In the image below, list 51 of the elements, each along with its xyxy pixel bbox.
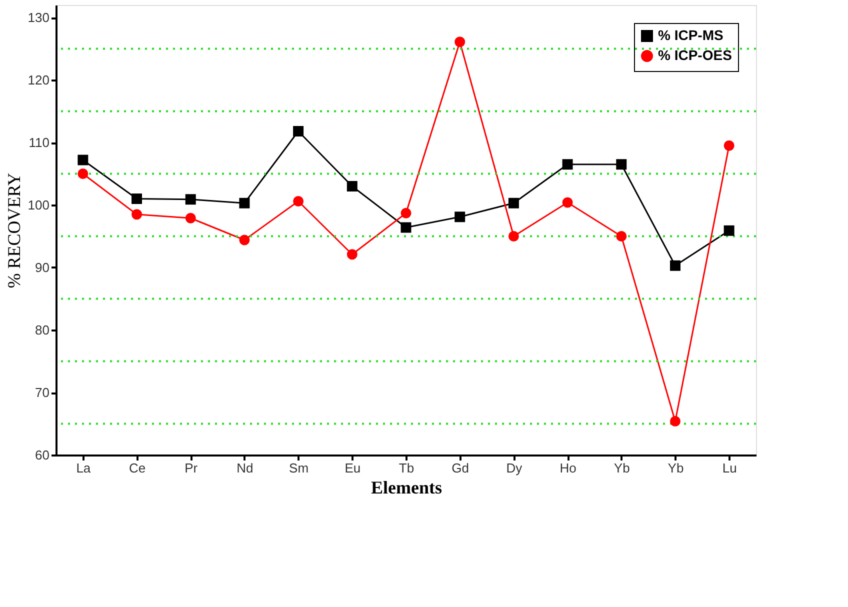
legend-label: % ICP-MS [658, 27, 724, 43]
point [132, 209, 142, 220]
point [508, 231, 519, 242]
x-tick-label: Pr [184, 460, 198, 476]
x-tick-label: Yb [614, 460, 630, 476]
x-tick-label: Yb [668, 460, 684, 476]
point [346, 249, 358, 260]
point [562, 159, 573, 170]
y-tick-label: 70 [35, 385, 50, 400]
point [508, 198, 519, 208]
point [616, 159, 627, 170]
point [132, 194, 142, 204]
point [454, 212, 466, 222]
y-tick-label: 130 [28, 10, 50, 25]
x-tick-label: Ho [560, 460, 576, 476]
x-tick-label: Dy [506, 460, 523, 476]
point [239, 234, 250, 246]
y-tick-label: 60 [35, 448, 50, 462]
point [454, 36, 466, 48]
legend-label: % ICP-OES [658, 47, 732, 63]
x-tick-label: Sm [289, 460, 309, 476]
point [78, 154, 88, 166]
point [400, 208, 412, 218]
point [185, 212, 196, 224]
point [346, 181, 358, 192]
point [670, 260, 680, 271]
x-tick-label: Eu [344, 460, 361, 476]
point [562, 197, 573, 208]
y-tick-label: 110 [28, 135, 50, 150]
y-tick-label: 90 [35, 260, 50, 275]
x-tick-label: Tb [398, 460, 414, 476]
y-tick-label: 100 [28, 198, 50, 212]
point [724, 225, 734, 236]
point [400, 222, 412, 233]
x-tick-label: Gd [452, 460, 470, 476]
x-axis-title: Elements [371, 478, 442, 498]
point [78, 168, 88, 179]
y-tick-label: 120 [28, 72, 50, 88]
x-tick-label: Lu [722, 460, 737, 476]
point [293, 196, 304, 206]
x-tick-label: La [76, 460, 92, 476]
x-tick-label: Ce [128, 460, 146, 476]
point [185, 194, 196, 205]
y-axis-title: % RECOVERY [4, 172, 24, 288]
y-tick-label: 80 [35, 322, 50, 338]
point [239, 198, 250, 208]
point [670, 416, 680, 426]
point [293, 126, 304, 136]
point [724, 140, 734, 151]
point [616, 231, 627, 242]
x-tick-label: Nd [236, 460, 254, 476]
